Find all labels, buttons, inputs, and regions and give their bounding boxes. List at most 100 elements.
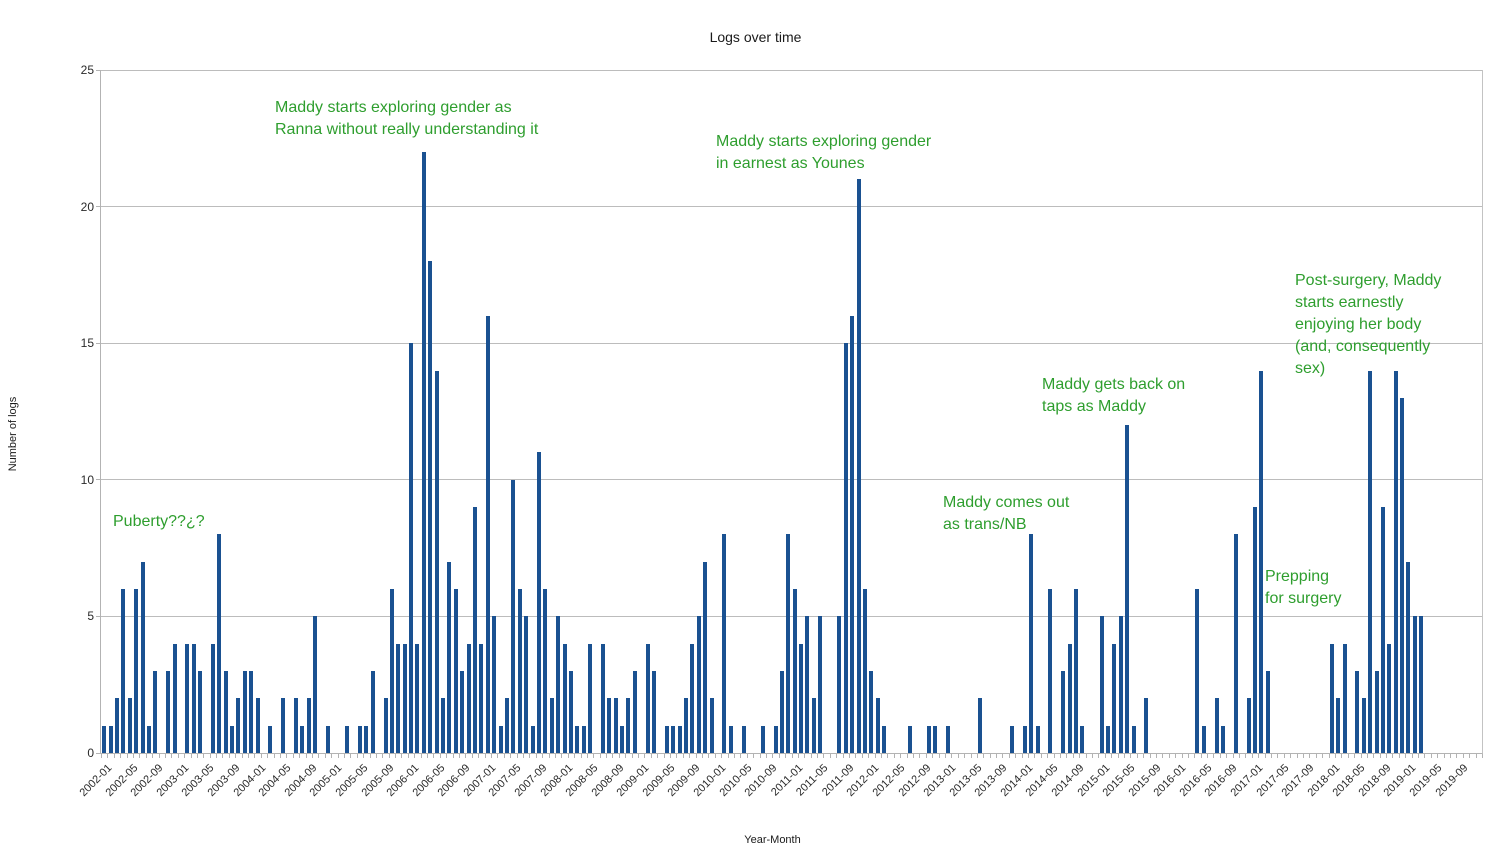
x-axis-tick (1207, 754, 1209, 758)
bar-2017-02 (1259, 370, 1264, 753)
x-axis-tick (433, 754, 435, 758)
bar-2012-10 (926, 725, 931, 753)
annotation-taps: Maddy gets back on taps as Maddy (1042, 376, 1186, 415)
x-axis-tick (171, 754, 173, 758)
bar-2008-10 (620, 725, 625, 753)
x-axis-tick (810, 754, 812, 758)
bar-2003-10 (236, 698, 241, 753)
bar-2018-09 (1380, 507, 1385, 753)
bar-2007-06 (517, 589, 522, 753)
bar-2008-07 (600, 643, 605, 753)
x-axis-tick (1168, 754, 1170, 758)
bar-2010-12 (786, 534, 791, 753)
bar-2012-02 (875, 698, 880, 753)
x-axis-tick (465, 754, 467, 758)
x-axis-tick (1482, 754, 1483, 758)
x-axis-tick (1437, 754, 1439, 758)
x-axis-tick (932, 754, 934, 758)
x-axis-tick (420, 754, 422, 758)
x-axis-tick (1328, 754, 1330, 758)
bar-2012-07 (907, 725, 912, 753)
x-axis-tick (299, 754, 301, 758)
x-axis-tick (184, 754, 186, 758)
bar-2018-07 (1368, 370, 1373, 753)
x-axis-tick (1239, 754, 1241, 758)
annotation-post-surgery: Post-surgery, Maddy starts earnestly enj… (1295, 272, 1442, 377)
bar-2003-08 (223, 671, 228, 753)
bar-2012-11 (933, 725, 938, 753)
bar-2008-03 (575, 725, 580, 753)
bar-2006-02 (415, 643, 420, 753)
x-axis-tick (1123, 754, 1125, 758)
x-axis-tick (740, 754, 742, 758)
x-axis-tick (1181, 754, 1183, 758)
y-axis-tick-label: 20 (80, 199, 94, 214)
x-axis-tick (1456, 754, 1458, 758)
x-axis-tick (925, 754, 927, 758)
x-axis-tick (196, 754, 198, 758)
x-axis-tick (1226, 754, 1228, 758)
bar-2011-11 (856, 179, 861, 753)
x-axis-tick (733, 754, 735, 758)
x-axis-tick (337, 754, 339, 758)
bar-2002-01 (102, 725, 107, 753)
x-axis-tick (1130, 754, 1132, 758)
x-axis-tick (976, 754, 978, 758)
bar-2018-10 (1387, 643, 1392, 753)
x-axis-tick (567, 754, 569, 758)
bar-2018-06 (1361, 698, 1366, 753)
bar-2002-03 (114, 698, 119, 753)
x-axis-tick (817, 754, 819, 758)
bar-2011-09 (843, 343, 848, 753)
x-axis-tick (1136, 754, 1138, 758)
x-axis-tick (260, 754, 262, 758)
y-gridline (101, 479, 1482, 481)
x-axis-tick (1098, 754, 1100, 758)
x-axis-tick (1117, 754, 1119, 758)
x-axis-tick (868, 754, 870, 758)
bar-2016-07 (1214, 698, 1219, 753)
bar-2016-08 (1221, 725, 1226, 753)
bar-2009-09 (690, 643, 695, 753)
x-axis-tick (983, 754, 985, 758)
x-axis-tick (778, 754, 780, 758)
x-axis-tick (682, 754, 684, 758)
bar-2003-11 (242, 671, 247, 753)
bar-2013-01 (946, 725, 951, 753)
bar-2004-08 (300, 725, 305, 753)
x-axis-tick (644, 754, 646, 758)
x-axis-tick (753, 754, 755, 758)
x-axis-tick (1334, 754, 1336, 758)
x-axis-tick (785, 754, 787, 758)
x-axis-tick (452, 754, 454, 758)
x-axis-tick (887, 754, 889, 758)
bar-2015-08 (1144, 698, 1149, 753)
y-axis-tick-label: 5 (87, 609, 94, 624)
x-axis-tick (343, 754, 345, 758)
x-axis-tick (797, 754, 799, 758)
bar-2014-05 (1048, 589, 1053, 753)
x-axis-tick (1398, 754, 1400, 758)
x-axis-tick (1392, 754, 1394, 758)
x-axis-tick (1034, 754, 1036, 758)
x-axis-tick (375, 754, 377, 758)
x-axis-tick (1232, 754, 1234, 758)
x-axis-tick (1175, 754, 1177, 758)
y-axis-tick (96, 615, 101, 617)
bar-2003-06 (210, 643, 215, 753)
bar-2004-01 (255, 698, 260, 753)
bar-2005-10 (389, 589, 394, 753)
x-axis-tick (254, 754, 256, 758)
x-axis-tick (874, 754, 876, 758)
x-axis-tick (267, 754, 269, 758)
x-axis-tick (446, 754, 448, 758)
x-axis-tick (1302, 754, 1304, 758)
x-axis-tick (107, 754, 109, 758)
bar-2018-02 (1336, 698, 1341, 753)
x-axis-tick (395, 754, 397, 758)
x-axis-tick (459, 754, 461, 758)
bar-2015-06 (1131, 725, 1136, 753)
x-axis-tick (618, 754, 620, 758)
bar-2018-03 (1342, 643, 1347, 753)
x-axis-tick (593, 754, 595, 758)
